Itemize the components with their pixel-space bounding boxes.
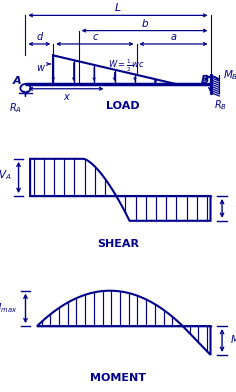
Text: w: w (37, 63, 45, 73)
Text: $M_{max}$: $M_{max}$ (230, 334, 236, 347)
Text: $M_{max}$: $M_{max}$ (0, 301, 17, 315)
Text: $V_B$: $V_B$ (234, 204, 236, 218)
Polygon shape (37, 291, 211, 355)
Text: $R_A$: $R_A$ (9, 101, 21, 115)
Text: LOAD: LOAD (106, 101, 139, 111)
Text: c: c (92, 32, 97, 42)
Text: MOMENT: MOMENT (90, 373, 146, 383)
Text: $R_B$: $R_B$ (214, 98, 227, 111)
Text: $M_B$: $M_B$ (223, 69, 236, 82)
Text: A: A (13, 76, 22, 86)
Text: b: b (141, 19, 148, 29)
Polygon shape (30, 159, 211, 221)
Text: B: B (200, 75, 209, 85)
Text: $W = \frac{1}{2}wc$: $W = \frac{1}{2}wc$ (108, 57, 144, 74)
Text: d: d (36, 32, 42, 42)
Text: $V_A$: $V_A$ (0, 168, 12, 182)
Text: a: a (170, 32, 177, 42)
Text: x: x (63, 92, 69, 102)
Text: L: L (115, 4, 121, 13)
Text: SHEAR: SHEAR (97, 240, 139, 249)
